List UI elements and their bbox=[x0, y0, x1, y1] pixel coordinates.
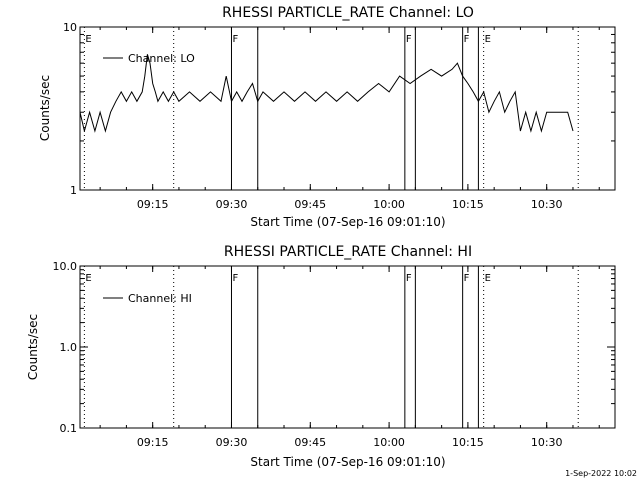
x-tick-label: 10:15 bbox=[452, 436, 484, 449]
event-marker-label: E bbox=[485, 34, 491, 45]
x-tick-label: 09:30 bbox=[216, 198, 248, 211]
event-marker-label: F bbox=[232, 273, 238, 284]
footer-timestamp: 1-Sep-2022 10:02 bbox=[565, 469, 637, 478]
event-marker-label: F bbox=[232, 34, 238, 45]
event-marker-label: E bbox=[85, 273, 91, 284]
event-marker-label: E bbox=[485, 273, 491, 284]
x-tick-label: 10:30 bbox=[531, 198, 563, 211]
x-tick-label: 09:15 bbox=[137, 436, 169, 449]
x-tick-label: 09:15 bbox=[137, 198, 169, 211]
x-tick-label: 09:45 bbox=[294, 436, 326, 449]
y-axis-label-hi: Counts/sec bbox=[26, 314, 40, 380]
plot-frame-hi bbox=[79, 265, 616, 429]
y-tick-label: 0.1 bbox=[60, 422, 78, 435]
panel-lo: RHESSI PARTICLE_RATE Channel: LO Start T… bbox=[38, 5, 616, 229]
panel-hi: RHESSI PARTICLE_RATE Channel: HI Start T… bbox=[26, 244, 616, 469]
legend-lo: Channel: LO bbox=[103, 52, 195, 65]
legend-label-lo: Channel: LO bbox=[128, 52, 195, 65]
y-tick-label: 10.0 bbox=[53, 260, 78, 273]
x-tick-label: 10:00 bbox=[373, 436, 405, 449]
y-ticks-hi: 0.1 1.0 10.0 bbox=[53, 260, 615, 435]
y-tick-label: 1 bbox=[70, 184, 77, 197]
legend-label-hi: Channel: HI bbox=[128, 292, 192, 305]
x-axis-label-hi: Start Time (07-Sep-16 09:01:10) bbox=[250, 455, 445, 469]
plot-frame-lo bbox=[79, 26, 616, 191]
chart-title-lo: RHESSI PARTICLE_RATE Channel: LO bbox=[222, 5, 474, 21]
series-lo bbox=[79, 54, 574, 133]
y-tick-label: 1.0 bbox=[60, 341, 78, 354]
event-marker-label: E bbox=[85, 34, 91, 45]
x-ticks-lo: 09:15 09:30 09:45 10:00 10:15 10:30 bbox=[99, 27, 600, 211]
x-axis-label-lo: Start Time (07-Sep-16 09:01:10) bbox=[250, 215, 445, 229]
y-tick-label: 10 bbox=[63, 21, 77, 34]
x-ticks-hi: 09:15 09:30 09:45 10:00 10:15 10:30 bbox=[99, 266, 600, 449]
x-tick-label: 10:30 bbox=[531, 436, 563, 449]
event-marker-label: F bbox=[406, 273, 412, 284]
x-tick-label: 09:30 bbox=[216, 436, 248, 449]
x-tick-label: 10:00 bbox=[373, 198, 405, 211]
event-marker-label: F bbox=[464, 34, 470, 45]
x-tick-label: 09:45 bbox=[294, 198, 326, 211]
legend-hi: Channel: HI bbox=[103, 292, 192, 305]
chart-title-hi: RHESSI PARTICLE_RATE Channel: HI bbox=[224, 244, 472, 260]
series-line bbox=[79, 54, 574, 133]
event-marker-label: F bbox=[464, 273, 470, 284]
y-ticks-lo: 1 10 bbox=[63, 21, 615, 197]
x-tick-label: 10:15 bbox=[452, 198, 484, 211]
y-axis-label-lo: Counts/sec bbox=[38, 75, 52, 141]
event-marker-label: F bbox=[406, 34, 412, 45]
